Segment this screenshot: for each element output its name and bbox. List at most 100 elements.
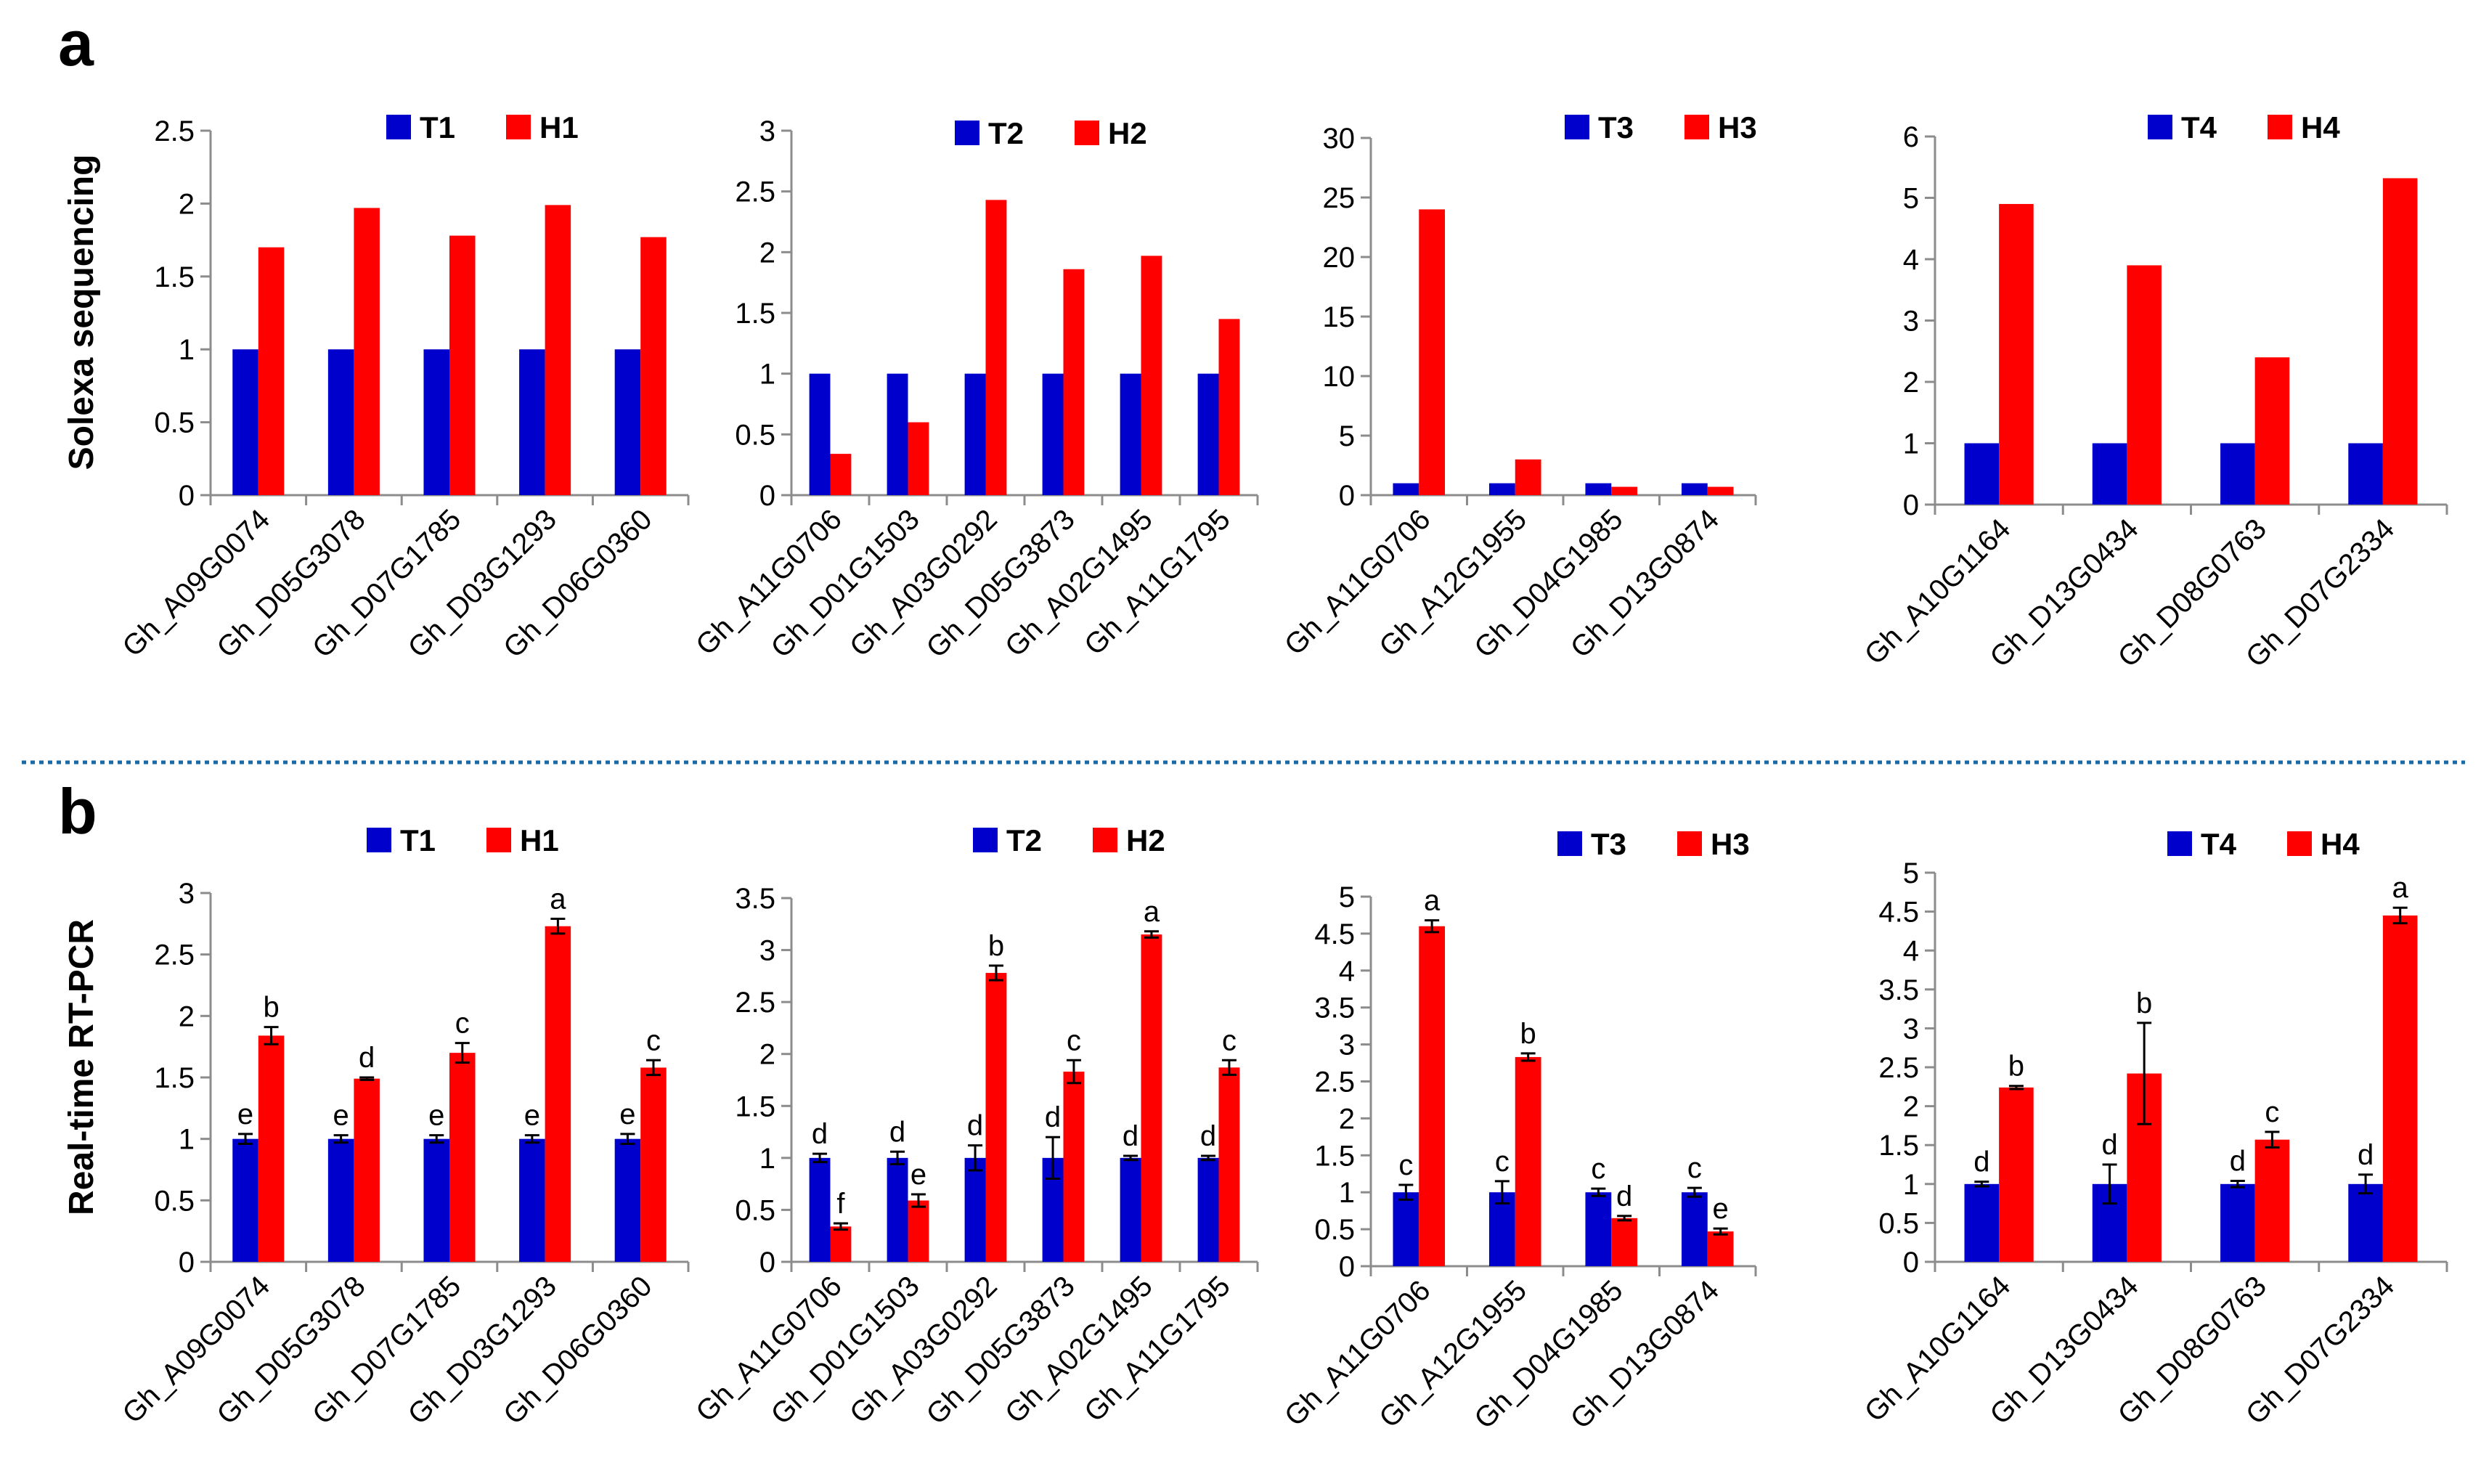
bar-H1-Gh_D07G1785 [449, 1053, 476, 1262]
bar-T3-Gh_D04G1985 [1585, 1192, 1612, 1266]
y-tick-label: 4.5 [1878, 897, 1919, 929]
y-tick-label: 1 [1339, 1177, 1355, 1209]
y-tick-label: 3 [1903, 306, 1919, 338]
bar-H1-Gh_D07G1785 [449, 235, 476, 495]
bar-H2-Gh_A02G1495 [1141, 256, 1162, 495]
bar-H2-Gh_A11G1795 [1218, 319, 1240, 495]
bar-H3-Gh_D13G0874 [1707, 486, 1734, 495]
bar-H2-Gh_D01G1503 [908, 1200, 929, 1262]
y-tick-label: 0 [1903, 489, 1919, 521]
y-axis-label: Real-time RT-PCR [62, 919, 101, 1215]
legend-swatch-T3 [1557, 831, 1582, 856]
bar-H1-Gh_D06G0360 [640, 1067, 667, 1262]
bar-H3-Gh_A12G1955 [1515, 1056, 1541, 1266]
significance-label: d [2101, 1129, 2117, 1161]
legend-swatch-H4 [2287, 831, 2312, 856]
bar-T4-Gh_A10G1164 [1964, 1183, 2000, 1262]
legend-swatch-H1 [506, 115, 531, 139]
y-tick-label: 2.5 [1314, 1067, 1355, 1098]
legend-swatch-T2 [973, 828, 998, 852]
bar-T1-Gh_D03G1293 [519, 1138, 545, 1262]
y-tick-label: 4 [1903, 935, 1919, 967]
y-axis-label: Solexa sequencing [62, 155, 101, 470]
y-tick-label: 5 [1903, 857, 1919, 889]
y-tick-label: 1 [1903, 1169, 1919, 1201]
bar-H4-Gh_D08G0763 [2254, 1139, 2290, 1262]
significance-label: c [1495, 1146, 1510, 1178]
significance-label: a [1424, 885, 1441, 917]
significance-label: d [1616, 1181, 1632, 1212]
y-tick-label: 2.5 [735, 987, 775, 1019]
bar-T3-Gh_A11G0706 [1393, 1192, 1419, 1266]
legend-label-T3: T3 [1591, 827, 1626, 861]
bar-H3-Gh_D13G0874 [1707, 1231, 1734, 1266]
bar-T2-Gh_D05G3873 [1042, 373, 1064, 495]
bar-H3-Gh_A12G1955 [1515, 459, 1541, 495]
significance-label: b [2008, 1051, 2024, 1083]
legend-swatch-T1 [367, 828, 391, 852]
significance-label: d [1045, 1101, 1061, 1133]
significance-label: a [1144, 896, 1160, 928]
bar-T2-Gh_A11G1795 [1197, 373, 1219, 495]
significance-label: d [359, 1042, 375, 1074]
significance-label: d [2358, 1139, 2374, 1171]
y-tick-label: 5 [1339, 881, 1355, 913]
chart-a4: 0123456Gh_A10G1164Gh_D13G0434Gh_D08G0763… [1859, 110, 2448, 674]
y-tick-label: 1 [759, 1143, 775, 1175]
bar-H4-Gh_A10G1164 [1999, 1087, 2034, 1262]
bar-T4-Gh_A10G1164 [1964, 443, 2000, 505]
significance-label: e [333, 1100, 349, 1132]
bar-H3-Gh_D04G1985 [1611, 486, 1638, 495]
bar-T3-Gh_D13G0874 [1681, 1192, 1708, 1266]
y-tick-label: 3.5 [1314, 992, 1355, 1024]
y-tick-label: 1.5 [1878, 1130, 1919, 1162]
legend-label-H1: H1 [520, 823, 559, 857]
legend-swatch-T4 [2167, 831, 2192, 856]
bar-H4-Gh_A10G1164 [1999, 203, 2034, 505]
legend-label-H3: H3 [1711, 827, 1750, 861]
y-tick-label: 10 [1323, 361, 1356, 393]
bar-H4-Gh_D13G0434 [2127, 265, 2162, 505]
significance-label: d [889, 1116, 905, 1148]
bar-H2-Gh_A11G0706 [830, 1226, 852, 1262]
bar-H1-Gh_D06G0360 [640, 237, 667, 495]
bar-T2-Gh_A03G0292 [964, 373, 986, 495]
y-tick-label: 2.5 [1878, 1052, 1919, 1084]
significance-label: e [619, 1098, 635, 1130]
bar-T4-Gh_D08G0763 [2220, 1183, 2255, 1262]
legend-label-T3: T3 [1598, 110, 1634, 144]
bar-H2-Gh_D05G3873 [1063, 1072, 1085, 1262]
significance-label: a [550, 884, 566, 916]
bar-T2-Gh_A11G0706 [809, 373, 831, 495]
y-tick-label: 3 [1903, 1013, 1919, 1045]
y-tick-label: 2.5 [154, 115, 195, 147]
bar-H1-Gh_D03G1293 [545, 926, 571, 1262]
y-tick-label: 0.5 [735, 1194, 775, 1226]
bar-H3-Gh_A11G0706 [1419, 926, 1446, 1266]
bar-H2-Gh_D01G1503 [908, 422, 929, 495]
bar-T2-Gh_D01G1503 [887, 1157, 908, 1262]
y-tick-label: 2.5 [735, 176, 775, 208]
legend-swatch-T1 [386, 115, 411, 139]
y-tick-label: 4.5 [1314, 918, 1355, 950]
y-tick-label: 0.5 [735, 419, 775, 451]
bar-T2-Gh_A11G0706 [809, 1157, 831, 1262]
bar-T1-Gh_D06G0360 [614, 1138, 641, 1262]
y-tick-label: 1 [759, 359, 775, 391]
significance-label: c [1222, 1024, 1237, 1056]
bar-H1-Gh_D05G3078 [354, 1078, 380, 1262]
y-tick-label: 1.5 [735, 298, 775, 330]
bar-T4-Gh_D07G2334 [2348, 443, 2383, 505]
y-tick-label: 3.5 [735, 883, 775, 915]
y-tick-label: 1 [179, 1124, 195, 1156]
significance-label: d [2230, 1146, 2246, 1178]
bar-T2-Gh_A02G1495 [1120, 1157, 1141, 1262]
y-tick-label: 5 [1339, 420, 1355, 452]
bar-H3-Gh_A11G0706 [1419, 209, 1446, 495]
legend-label-H4: H4 [2301, 110, 2340, 144]
y-tick-label: 20 [1323, 242, 1356, 274]
y-tick-label: 1.5 [1314, 1140, 1355, 1172]
legend-label-H2: H2 [1126, 823, 1165, 857]
significance-label: e [237, 1098, 253, 1130]
bar-T1-Gh_D07G1785 [423, 1138, 449, 1262]
